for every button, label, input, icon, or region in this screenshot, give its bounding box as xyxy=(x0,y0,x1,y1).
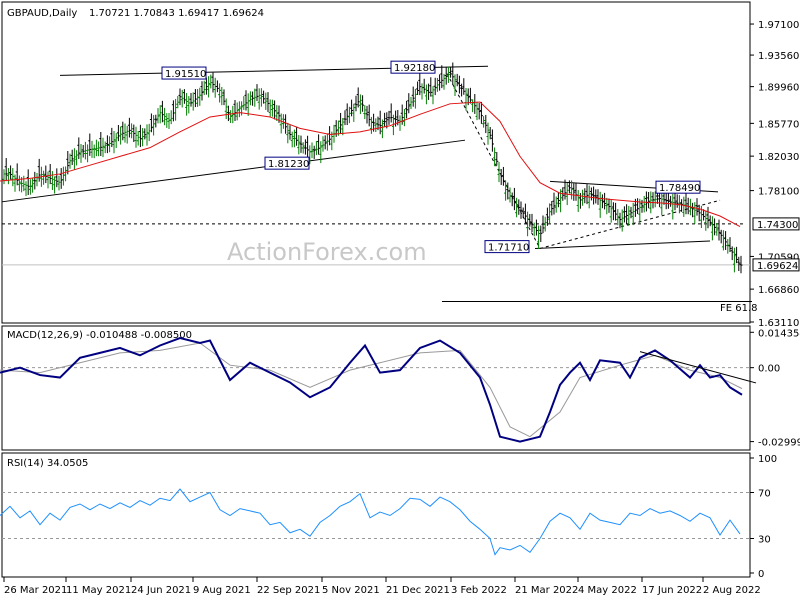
rsi-panel: RSI(14) 34.0505 100 70 30 0 xyxy=(0,452,777,580)
time-axis-label: 21 Dec 2021 xyxy=(386,585,450,596)
rsi-axis-label: 30 xyxy=(758,535,771,546)
chart-header-symbol: GBPAUD,Daily xyxy=(7,8,77,19)
trend-line xyxy=(539,199,721,249)
level-box xyxy=(264,156,310,170)
time-axis-label: 2 Aug 2022 xyxy=(703,585,761,596)
moving-average-line xyxy=(0,101,741,227)
level-labels: 1.91510 1.92180 1.81230 1.71710 1.78490 xyxy=(161,60,701,254)
time-axis-label: 5 Nov 2021 xyxy=(322,585,380,596)
price-axis: 1.97100 1.93560 1.89960 1.85770 1.82030 1.781… xyxy=(750,20,800,329)
rsi-plot xyxy=(0,488,750,556)
price-axis-label: 1.97100 xyxy=(758,20,799,31)
rsi-axis: 100 70 30 0 xyxy=(750,454,777,580)
chart-header-ohlc: 1.70721 1.70843 1.69417 1.69624 xyxy=(89,8,264,19)
macd-axis-label: 0.014354 xyxy=(758,328,800,339)
trend-line xyxy=(534,240,711,249)
fe-annotation: FE 61.8 xyxy=(720,303,758,314)
rsi-axis-label: 0 xyxy=(758,569,764,580)
level-label: 1.91510 xyxy=(165,69,206,80)
price-trend-lines xyxy=(1,65,752,302)
time-axis-label: 26 Mar 2021 xyxy=(4,585,67,596)
price-mark-box xyxy=(752,258,800,272)
level-label: 1.71710 xyxy=(488,243,529,254)
time-axis-label: 24 Jun 2021 xyxy=(131,585,191,596)
rsi-axis-label: 100 xyxy=(758,454,777,465)
macd-main-line xyxy=(0,337,743,443)
rsi-axis-label: 70 xyxy=(758,489,771,500)
level-box xyxy=(655,180,701,194)
time-axis-label: 21 Mar 2022 xyxy=(515,585,578,596)
macd-trend-line xyxy=(639,351,757,384)
level-label: 1.92180 xyxy=(394,63,435,74)
price-axis-label: 1.85770 xyxy=(758,119,799,130)
price-mark-label: 1.69624 xyxy=(757,261,798,272)
price-axis-label: 1.78100 xyxy=(758,187,799,198)
price-panel: ActionForex.com GBPAUD,Daily 1.70721 1.7… xyxy=(0,1,800,329)
macd-axis-label: 0.00 xyxy=(758,364,780,375)
level-box xyxy=(484,240,530,254)
price-axis-label: 1.66860 xyxy=(758,285,799,296)
moving-average-path xyxy=(0,101,741,227)
time-axis-label: 4 May 2022 xyxy=(578,585,637,596)
price-panel-frame xyxy=(1,1,751,324)
time-axis-label: 11 May 2021 xyxy=(66,585,131,596)
level-box xyxy=(161,66,207,80)
macd-plot xyxy=(0,337,757,443)
macd-axis-label: -0.029999 xyxy=(758,438,800,449)
watermark: ActionForex.com xyxy=(227,238,427,266)
price-axis-label: 1.93560 xyxy=(758,51,799,62)
macd-axis: 0.014354 0.00 -0.029999 xyxy=(750,328,800,449)
price-axis-label: 1.70590 xyxy=(758,252,799,263)
time-axis-label: 3 Feb 2022 xyxy=(451,585,507,596)
rsi-title: RSI(14) 34.0505 xyxy=(7,458,88,469)
rsi-panel-frame xyxy=(1,452,751,578)
price-bars xyxy=(2,62,743,274)
level-label: 1.78490 xyxy=(659,183,700,194)
price-axis-label: 1.63110 xyxy=(758,318,799,329)
price-mark-box xyxy=(752,217,800,231)
trend-line xyxy=(1,139,466,203)
macd-panel-frame xyxy=(1,325,751,451)
price-axis-label: 1.82030 xyxy=(758,152,799,163)
price-axis-label: 1.89960 xyxy=(758,83,799,94)
price-mark-label: 1.74300 xyxy=(757,220,798,231)
time-axis-label: 17 Jun 2022 xyxy=(642,585,702,596)
rsi-line xyxy=(0,488,741,556)
level-label: 1.81230 xyxy=(268,159,309,170)
time-axis-label: 9 Aug 2021 xyxy=(193,585,251,596)
time-axis-label: 22 Sep 2021 xyxy=(257,585,320,596)
macd-panel: MACD(12,26,9) -0.010488 -0.008500 0.0143… xyxy=(0,325,800,451)
macd-title: MACD(12,26,9) -0.010488 -0.008500 xyxy=(7,330,192,341)
level-box xyxy=(390,60,436,74)
